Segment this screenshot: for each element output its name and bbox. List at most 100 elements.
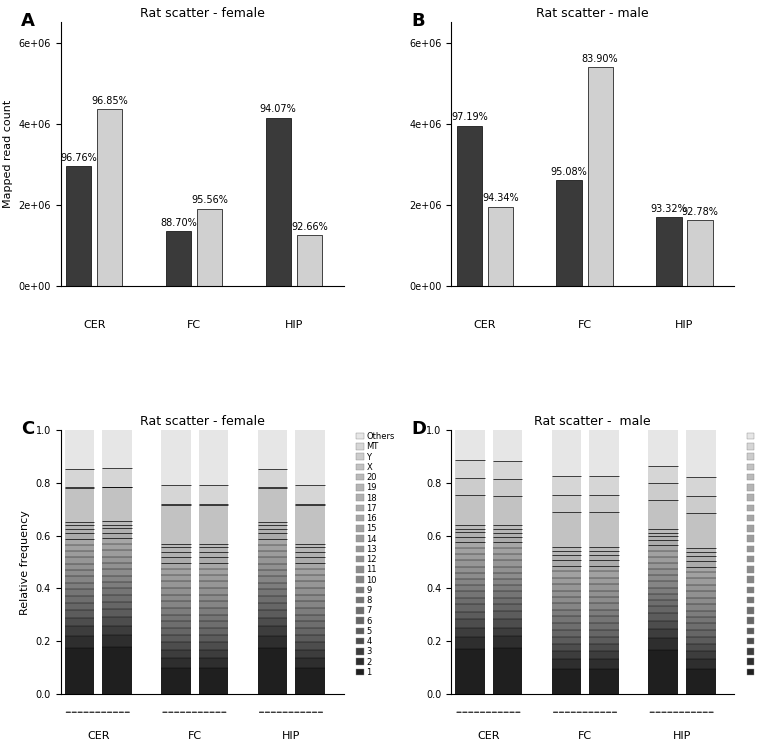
Bar — [455, 612, 484, 619]
Bar — [552, 547, 581, 551]
Bar — [258, 583, 288, 589]
Bar — [64, 545, 94, 551]
Text: 95.08%: 95.08% — [550, 167, 587, 177]
Bar — [161, 485, 191, 504]
Bar — [258, 627, 288, 636]
Bar — [199, 621, 229, 628]
Bar — [199, 568, 229, 575]
Bar — [64, 539, 94, 545]
Bar — [552, 668, 581, 694]
Bar — [590, 610, 619, 616]
Bar — [161, 552, 191, 557]
Bar — [64, 648, 94, 694]
Bar — [64, 627, 94, 636]
Bar — [161, 615, 191, 621]
Bar — [295, 609, 325, 615]
Bar — [590, 584, 619, 591]
Bar — [590, 644, 619, 651]
Bar — [686, 556, 715, 561]
Bar — [686, 566, 715, 572]
Bar — [552, 584, 581, 591]
Bar — [455, 598, 484, 604]
Bar — [161, 544, 191, 548]
Bar — [161, 668, 191, 694]
Bar — [649, 430, 678, 466]
Bar — [161, 595, 191, 601]
Bar — [102, 609, 132, 617]
Bar — [295, 636, 325, 642]
Title: Rat scatter -  male: Rat scatter - male — [534, 415, 651, 428]
Text: HIP: HIP — [282, 730, 301, 741]
Bar — [64, 596, 94, 603]
Bar — [552, 495, 581, 513]
Bar — [686, 623, 715, 630]
Bar — [686, 611, 715, 617]
Text: 93.32%: 93.32% — [650, 204, 687, 213]
Y-axis label: Relative frequency: Relative frequency — [20, 510, 30, 615]
Text: 83.90%: 83.90% — [582, 54, 618, 63]
Bar — [295, 668, 325, 694]
Bar — [649, 630, 678, 638]
Bar — [64, 589, 94, 596]
Bar — [64, 430, 94, 469]
Bar — [258, 603, 288, 610]
Bar — [161, 505, 191, 544]
Bar — [199, 668, 229, 694]
Bar — [455, 529, 484, 533]
Bar — [590, 476, 619, 495]
Bar — [686, 604, 715, 611]
Bar — [455, 478, 484, 495]
Bar — [258, 589, 288, 596]
Bar — [590, 604, 619, 610]
Bar — [258, 469, 288, 487]
Text: 92.78%: 92.78% — [681, 207, 718, 217]
Bar — [590, 651, 619, 659]
Bar — [552, 651, 581, 659]
Bar — [199, 575, 229, 581]
Bar — [590, 560, 619, 565]
Bar — [102, 569, 132, 576]
Bar — [297, 235, 322, 286]
Bar — [493, 542, 522, 548]
Bar — [199, 636, 229, 642]
Bar — [102, 635, 132, 648]
Bar — [552, 565, 581, 571]
Bar — [493, 430, 522, 461]
Bar — [649, 551, 678, 557]
Bar — [552, 630, 581, 636]
Bar — [161, 581, 191, 589]
Bar — [493, 529, 522, 533]
Bar — [493, 548, 522, 554]
Bar — [649, 545, 678, 551]
Bar — [64, 533, 94, 539]
Bar — [493, 525, 522, 529]
Bar — [295, 485, 325, 504]
Bar — [455, 548, 484, 554]
Bar — [552, 571, 581, 577]
Bar — [590, 513, 619, 547]
Bar — [552, 610, 581, 616]
Bar — [64, 636, 94, 648]
Bar — [649, 581, 678, 588]
Bar — [590, 555, 619, 560]
Bar — [649, 588, 678, 594]
Bar — [295, 642, 325, 650]
Bar — [649, 594, 678, 600]
Bar — [102, 626, 132, 635]
Bar — [649, 557, 678, 563]
Bar — [493, 560, 522, 567]
Bar — [258, 529, 288, 533]
Bar — [64, 551, 94, 557]
Bar — [552, 591, 581, 597]
Bar — [455, 567, 484, 573]
Bar — [102, 589, 132, 595]
Bar — [455, 604, 484, 612]
Bar — [102, 468, 132, 487]
Bar — [295, 615, 325, 621]
Bar — [552, 560, 581, 565]
Bar — [649, 540, 678, 545]
Bar — [686, 578, 715, 585]
Bar — [161, 430, 191, 485]
Bar — [493, 604, 522, 612]
Bar — [493, 612, 522, 619]
